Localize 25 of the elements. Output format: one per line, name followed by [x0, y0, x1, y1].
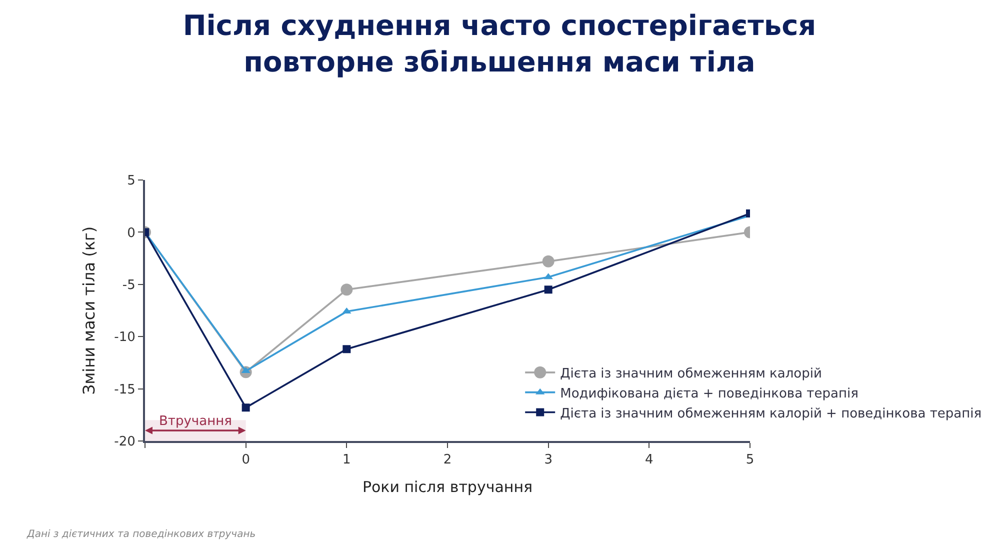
- y-tick-label: 0: [127, 226, 136, 241]
- legend-label: Модифікована дієта + поведінкова терапія: [560, 386, 858, 402]
- y-tick-label: -5: [122, 278, 136, 293]
- y-axis-title: Зміни маси тіла (кг): [80, 226, 99, 395]
- x-tick-label: 3: [544, 452, 552, 468]
- x-tick-label: 4: [645, 452, 654, 468]
- chart-title: Після схуднення часто спостерігається повторне збільшення маси тіла: [182, 9, 816, 79]
- x-tick-label: 1: [342, 452, 351, 468]
- y-tick-label: -10: [114, 330, 136, 346]
- y-tick-label: 5: [127, 174, 136, 189]
- x-tick-label: 0: [242, 452, 250, 468]
- point: [342, 345, 351, 354]
- legend-label: Дієта із значним обмеженням калорій + поведінкова терапія: [560, 406, 982, 422]
- x-axis-title: Роки після втручання: [362, 478, 533, 496]
- text: Дані з дієтичних та поведінкових втручань: [26, 529, 256, 540]
- x-tick-label: 2: [443, 452, 452, 468]
- x-tick-label: 5: [746, 452, 754, 468]
- point: [542, 255, 554, 268]
- legend-label: Дієта із значним обмеженням калорій: [560, 366, 822, 382]
- band-label: Втручання: [159, 414, 232, 429]
- point: [340, 284, 353, 296]
- y-tick-label: -15: [114, 382, 136, 398]
- y-tick-label: -20: [114, 434, 136, 450]
- point: [242, 404, 250, 412]
- point: [544, 286, 552, 294]
